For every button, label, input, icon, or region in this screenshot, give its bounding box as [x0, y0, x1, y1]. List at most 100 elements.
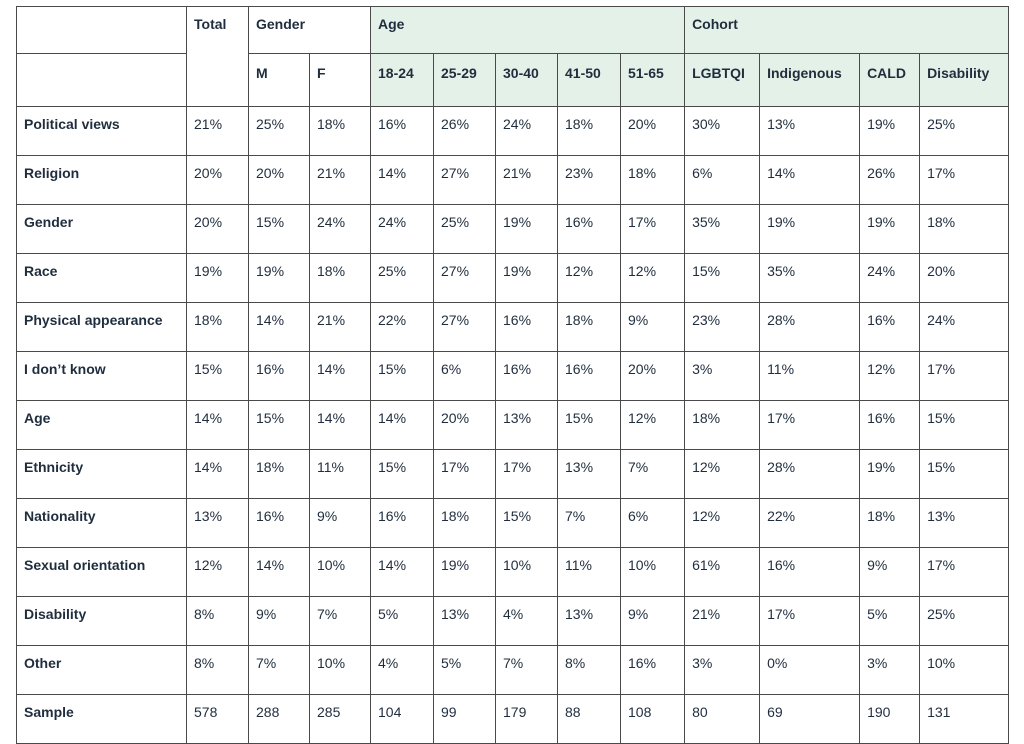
table-row: Age 14% 15% 14% 14% 20% 13% 15% 12% 18% 17% 16% 15%: [16, 400, 1010, 450]
table-cell: 15%: [919, 400, 1010, 450]
table-cell: 190: [859, 694, 921, 744]
table-cell: 23%: [684, 302, 761, 352]
table-body: Political views 21% 25% 18% 16% 26% 24% 18% 20% 3…: [16, 106, 1010, 744]
table-cell: 16%: [370, 498, 435, 548]
table-cell: 15%: [557, 400, 622, 450]
table-cell: 14%: [186, 400, 249, 450]
header-25-29: 25-29: [433, 53, 497, 107]
table-cell: 14%: [370, 547, 435, 597]
table-row: Sexual orientation 12% 14% 10% 14% 19% 10% 11% 1…: [16, 547, 1010, 597]
table-cell: 20%: [186, 204, 249, 254]
table-cell: 17%: [919, 351, 1010, 401]
table-cell: 18%: [308, 253, 372, 303]
table-cell: 28%: [759, 302, 861, 352]
table-cell: 10%: [620, 547, 686, 597]
table-cell: 6%: [684, 155, 761, 205]
table-cell: 19%: [186, 253, 249, 303]
table-cell: 13%: [557, 449, 622, 499]
row-label: Sexual orientation: [16, 547, 187, 597]
table-cell: 26%: [433, 106, 497, 156]
table-cell: 16%: [759, 547, 861, 597]
header-total: Total: [186, 6, 249, 107]
table-cell: 11%: [557, 547, 622, 597]
row-label: Political views: [16, 106, 187, 156]
table-cell: 19%: [495, 253, 559, 303]
table-cell: 17%: [495, 449, 559, 499]
table-cell: 21%: [308, 155, 372, 205]
table-cell: 19%: [495, 204, 559, 254]
table-cell: 15%: [370, 449, 435, 499]
table-cell: 14%: [186, 449, 249, 499]
table-cell: 16%: [620, 645, 686, 695]
table-cell: 13%: [759, 106, 861, 156]
table-cell: 12%: [684, 498, 761, 548]
table-cell: 27%: [433, 253, 497, 303]
table-cell: 30%: [684, 106, 761, 156]
table-cell: 21%: [684, 596, 761, 646]
table-cell: 18%: [620, 155, 686, 205]
table-cell: 13%: [433, 596, 497, 646]
table-cell: 21%: [308, 302, 372, 352]
table-cell: 24%: [370, 204, 435, 254]
table-cell: 16%: [557, 351, 622, 401]
header-gender: Gender: [247, 6, 372, 54]
table-cell: 14%: [370, 400, 435, 450]
table-cell: 14%: [759, 155, 861, 205]
table-cell: 3%: [684, 645, 761, 695]
table-cell: 7%: [557, 498, 622, 548]
table-cell: 13%: [186, 498, 249, 548]
table-row: Sample 578 288 285 104 99 179 88 108 80 69 190 131: [16, 694, 1010, 744]
table-cell: 16%: [859, 400, 921, 450]
table-cell: 18%: [557, 302, 622, 352]
table-cell: 69: [759, 694, 861, 744]
header-cald: CALD: [859, 53, 921, 107]
table-cell: 18%: [433, 498, 497, 548]
table-cell: 14%: [308, 400, 372, 450]
table-cell: 18%: [859, 498, 921, 548]
table-cell: 20%: [433, 400, 497, 450]
corner-cell-lower: [16, 53, 187, 107]
header-41-50: 41-50: [557, 53, 622, 107]
table-cell: 6%: [620, 498, 686, 548]
row-label: Sample: [16, 694, 187, 744]
table-row: Nationality 13% 16% 9% 16% 18% 15% 7% 6% 12% 22% 18…: [16, 498, 1010, 548]
header-m: M: [248, 53, 310, 107]
table-cell: 18%: [919, 204, 1010, 254]
header-lgbtqi: LGBTQI: [684, 53, 761, 107]
table-cell: 21%: [495, 155, 559, 205]
table-cell: 6%: [433, 351, 497, 401]
table-cell: 9%: [620, 302, 686, 352]
table-cell: 12%: [620, 400, 686, 450]
table-cell: 10%: [495, 547, 559, 597]
table-row: Ethnicity 14% 18% 11% 15% 17% 17% 13% 7% 12% 28% 19…: [16, 449, 1010, 499]
table-cell: 8%: [557, 645, 622, 695]
table-cell: 104: [370, 694, 435, 744]
table-cell: 14%: [248, 302, 310, 352]
table-cell: 7%: [308, 596, 372, 646]
header-cohort: Cohort: [684, 6, 1010, 54]
table-cell: 17%: [620, 204, 686, 254]
table-cell: 14%: [308, 351, 372, 401]
table-cell: 25%: [919, 596, 1010, 646]
table-cell: 10%: [308, 645, 372, 695]
table-cell: 25%: [433, 204, 497, 254]
table-cell: 18%: [557, 106, 622, 156]
header-indigenous: Indigenous: [759, 53, 861, 107]
table-cell: 5%: [370, 596, 435, 646]
table-cell: 288: [248, 694, 310, 744]
row-label: Other: [16, 645, 187, 695]
table-cell: 16%: [370, 106, 435, 156]
table-cell: 16%: [495, 351, 559, 401]
header-18-24: 18-24: [370, 53, 435, 107]
table-cell: 0%: [759, 645, 861, 695]
table-cell: 13%: [919, 498, 1010, 548]
table-cell: 16%: [557, 204, 622, 254]
table-cell: 80: [684, 694, 761, 744]
table-cell: 28%: [759, 449, 861, 499]
table-cell: 16%: [248, 351, 310, 401]
table-cell: 9%: [248, 596, 310, 646]
table-cell: 20%: [620, 106, 686, 156]
table-cell: 88: [557, 694, 622, 744]
row-label: Race: [16, 253, 187, 303]
table-cell: 9%: [620, 596, 686, 646]
